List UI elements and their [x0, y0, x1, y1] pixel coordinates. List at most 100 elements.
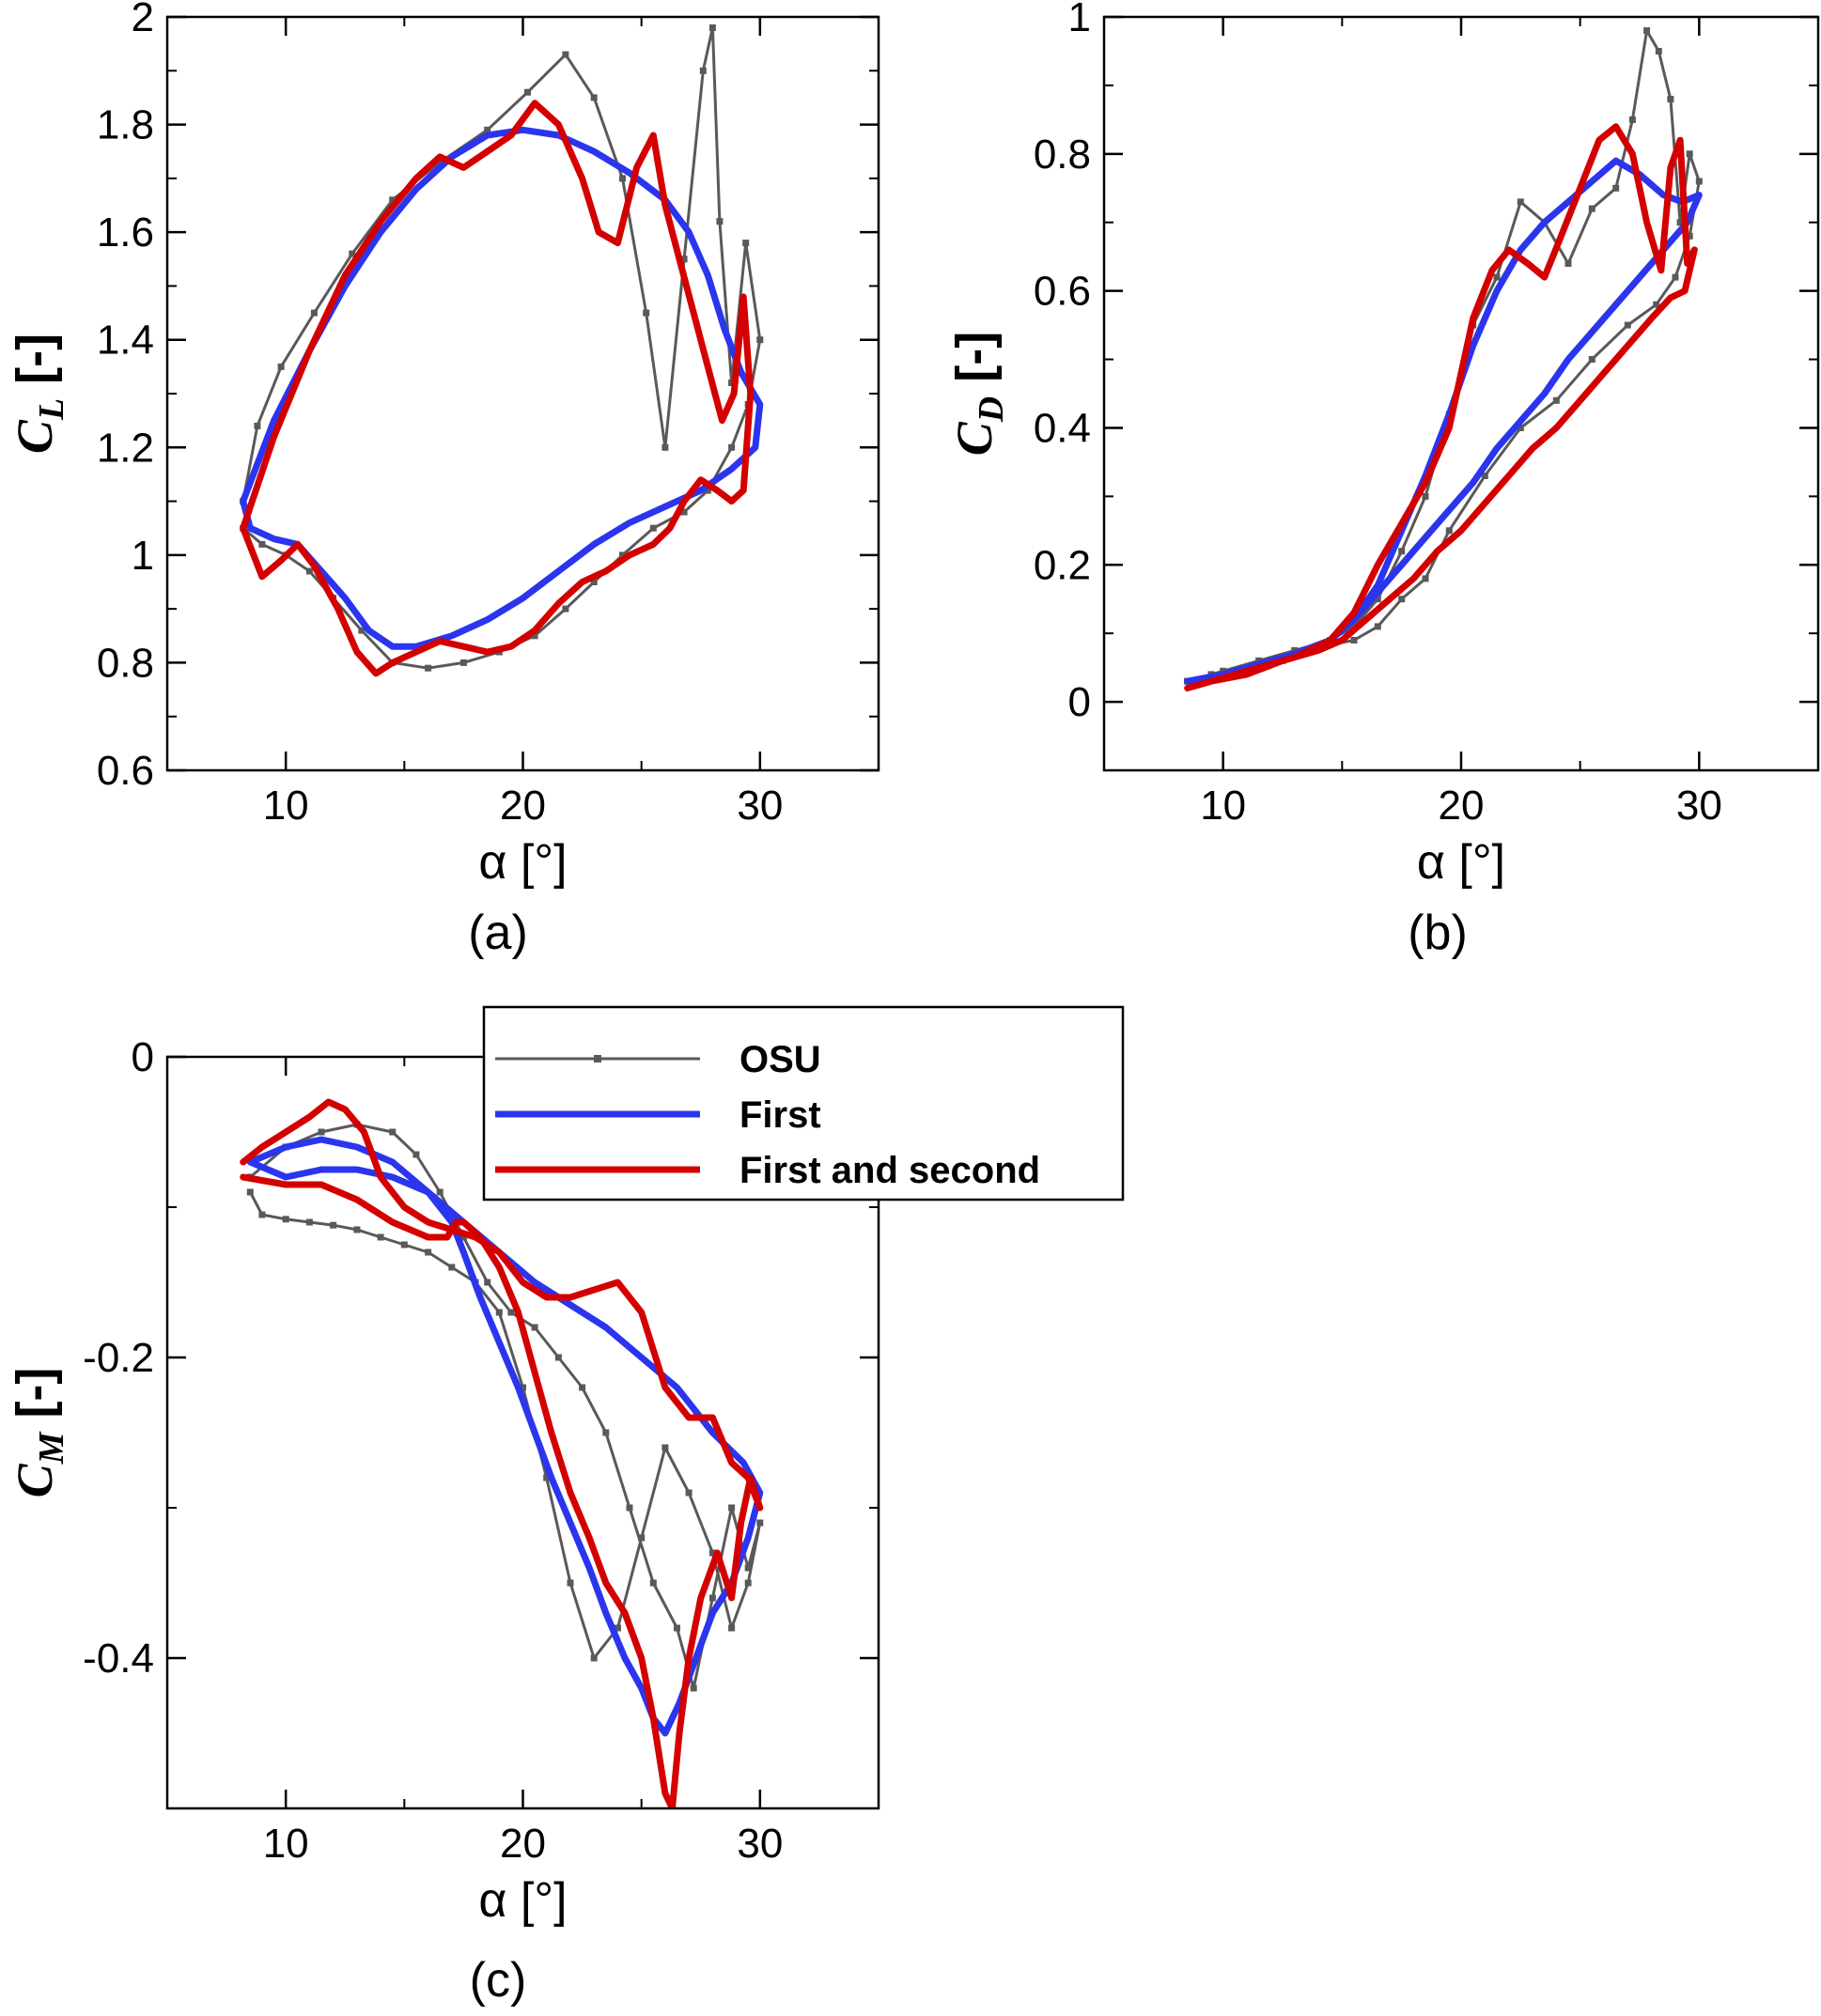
- data-point: [353, 1226, 361, 1233]
- data-point: [756, 1519, 764, 1527]
- series-osu: [1184, 27, 1703, 685]
- data-point: [626, 1504, 633, 1512]
- data-point: [318, 1128, 325, 1136]
- data-point: [1588, 356, 1595, 363]
- legend: OSU First First and second: [482, 1005, 1125, 1202]
- series-osu: [246, 1121, 764, 1692]
- data-point: [579, 1384, 586, 1391]
- data-point: [1493, 273, 1501, 281]
- data-point: [619, 175, 626, 182]
- data-point: [1686, 232, 1693, 240]
- data-point: [619, 551, 626, 559]
- y-tick-label: 0.2: [1034, 542, 1091, 588]
- series-first: [246, 1136, 764, 1737]
- legend-entry: First: [495, 1094, 821, 1136]
- data-point: [1624, 321, 1631, 329]
- series-line: [240, 1098, 764, 1808]
- series-first: [240, 126, 764, 650]
- data-point: [425, 664, 432, 672]
- data-point: [484, 126, 491, 133]
- data-point: [742, 240, 750, 247]
- data-point: [305, 1218, 313, 1226]
- panel-caption: (b): [1408, 906, 1468, 960]
- data-point: [436, 1188, 444, 1196]
- data-point: [1695, 178, 1703, 185]
- data-point: [1517, 425, 1524, 431]
- data-point: [459, 1233, 467, 1241]
- data-point: [246, 1188, 254, 1196]
- data-point: [1350, 637, 1358, 644]
- data-point: [459, 659, 467, 666]
- data-point: [1653, 301, 1660, 308]
- data-point: [1422, 492, 1429, 500]
- y-axis-label-unit: [-]: [946, 332, 1003, 396]
- data-point: [554, 1354, 562, 1361]
- data-point: [1655, 48, 1662, 54]
- series-first: [1184, 157, 1703, 685]
- plot-frame: [1102, 15, 1820, 772]
- data-point: [277, 363, 285, 370]
- data-point: [524, 88, 531, 96]
- data-point: [436, 159, 444, 166]
- data-point: [1374, 596, 1381, 603]
- data-point: [690, 1684, 697, 1692]
- y-axis-label-subscript: L: [32, 398, 71, 421]
- data-point: [744, 1579, 752, 1587]
- y-tick-label: 2: [132, 0, 154, 40]
- data-point: [330, 1221, 337, 1229]
- data-point: [1445, 527, 1453, 535]
- data-point: [282, 1216, 289, 1223]
- y-tick-label: 0.4: [1034, 405, 1091, 451]
- y-tick-label: -0.4: [83, 1636, 154, 1682]
- data-point: [507, 1309, 515, 1316]
- data-point: [614, 1624, 621, 1632]
- data-point: [562, 51, 569, 58]
- data-point: [704, 487, 711, 494]
- data-point: [744, 1564, 752, 1572]
- data-point: [1564, 260, 1572, 267]
- data-point: [708, 24, 716, 31]
- y-axis-label-unit: [-]: [7, 333, 63, 398]
- data-point: [680, 508, 688, 516]
- data-point: [1612, 184, 1620, 192]
- x-tick-label: 20: [500, 1821, 546, 1867]
- data-point: [1686, 150, 1693, 158]
- data-point: [258, 1211, 266, 1218]
- data-point: [1255, 657, 1263, 664]
- y-tick-label: 0: [1068, 679, 1091, 725]
- legend-entry: First and second: [495, 1150, 1040, 1191]
- x-tick-label: 20: [500, 783, 546, 829]
- data-point: [728, 380, 736, 386]
- data-point: [728, 443, 736, 451]
- data-point: [1643, 27, 1651, 35]
- data-point: [1398, 548, 1406, 555]
- y-axis-label: CD [-]: [946, 332, 1011, 456]
- panel-a: 10 20 30 0.6 0.8 1 1.2 1.4 1.6 1.8 2 α [°] CL [-] (a): [7, 0, 880, 960]
- data-point: [590, 579, 598, 585]
- data-point: [531, 632, 538, 640]
- data-point: [728, 1624, 736, 1632]
- data-point: [756, 336, 764, 344]
- data-point: [680, 256, 688, 263]
- y-axis-label-unit: [-]: [7, 1368, 63, 1433]
- data-point: [1517, 198, 1524, 206]
- x-tick-label: 30: [737, 783, 783, 829]
- y-tick-label: 0.8: [97, 640, 154, 686]
- x-axis-label: α [°]: [478, 835, 567, 890]
- data-point: [484, 1279, 491, 1286]
- data-point: [400, 1241, 408, 1248]
- x-tick-label: 20: [1439, 783, 1485, 829]
- y-axis-label: CL [-]: [7, 333, 71, 454]
- data-point: [643, 309, 650, 317]
- data-point: [1588, 205, 1595, 212]
- data-point: [649, 524, 657, 532]
- data-point: [562, 605, 569, 613]
- data-point: [602, 1429, 610, 1436]
- series-line: [1184, 157, 1703, 685]
- y-tick-label: 1: [1068, 0, 1091, 40]
- data-point: [638, 1534, 646, 1542]
- data-point: [567, 1579, 574, 1587]
- panel-caption: (c): [470, 1953, 527, 2008]
- data-point: [520, 1384, 526, 1391]
- data-point: [708, 1549, 716, 1557]
